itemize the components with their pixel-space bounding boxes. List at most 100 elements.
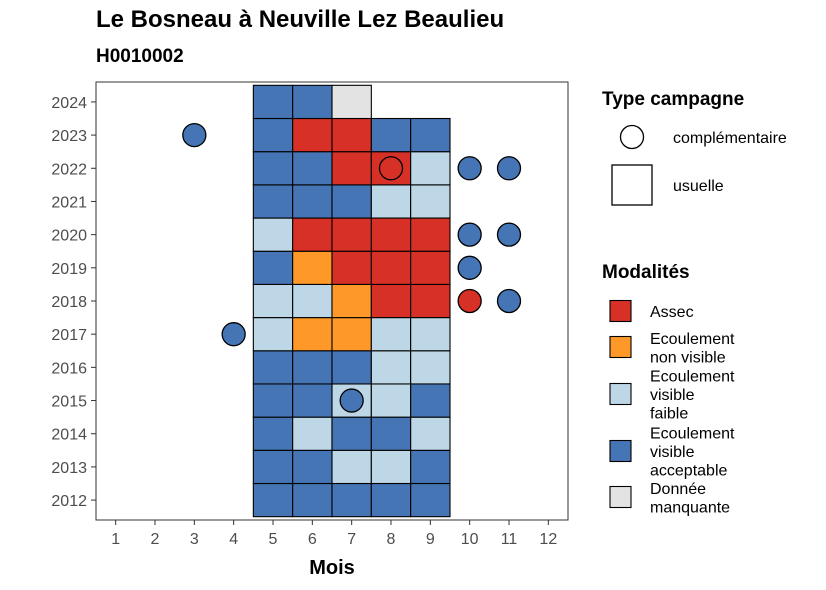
y-tick-label: 2021: [51, 194, 87, 211]
legend-key-usuelle: [611, 164, 653, 206]
cell-2020-5: [252, 217, 294, 252]
point-2020-11: [496, 222, 522, 247]
cell-2023-9: [410, 117, 451, 153]
legend-label-complementaire: complémentaire: [673, 130, 787, 147]
cell-2015-9: [410, 383, 451, 418]
cell-2019-9: [410, 250, 451, 285]
x-tick-label: 4: [229, 531, 238, 548]
cell-2019-6: [292, 250, 333, 285]
legend-key-nd: [609, 485, 632, 509]
cell-2019-8: [370, 250, 412, 285]
cell-2015-5: [252, 383, 294, 418]
legend-label-nv: Ecoulement non visible: [650, 331, 735, 367]
cell-2021-7: [331, 184, 372, 219]
cell-2015-8: [370, 383, 412, 418]
point-2018-10: [457, 288, 482, 314]
chart-title: Le Bosneau à Neuville Lez Beaulieu: [96, 6, 505, 33]
y-tick-label: 2016: [51, 360, 87, 377]
legend-key-nv: [609, 335, 632, 359]
cell-2018-5: [252, 283, 294, 319]
complementaire-points: [182, 122, 522, 413]
cell-2016-5: [252, 350, 294, 385]
cell-2017-6: [292, 317, 333, 352]
cell-2013-5: [252, 449, 294, 485]
cell-2016-8: [370, 350, 412, 385]
cell-2018-9: [410, 283, 451, 319]
x-tick-label: 3: [190, 531, 199, 548]
cell-2014-7: [331, 416, 372, 451]
cell-2017-8: [370, 317, 412, 352]
cell-2016-6: [292, 350, 333, 385]
cell-2023-8: [370, 117, 412, 153]
cell-2016-7: [331, 350, 372, 385]
cell-2019-5: [252, 250, 294, 285]
legend-key-va: [609, 439, 632, 463]
x-tick-label: 12: [539, 531, 557, 548]
legend-title-modalites: Modalités: [602, 262, 690, 283]
cell-2021-8: [370, 184, 412, 219]
cell-2012-6: [292, 482, 333, 518]
cell-2018-8: [370, 283, 412, 319]
point-2020-10: [457, 222, 482, 247]
cell-2018-6: [292, 283, 333, 319]
cell-2014-5: [252, 416, 294, 451]
cell-2012-8: [370, 482, 412, 518]
cell-2013-6: [292, 449, 333, 485]
cell-2017-9: [410, 317, 451, 352]
legend-label-usuelle: usuelle: [673, 178, 724, 195]
y-axis: 2012 2013 2014 2015 2016 2017 2018 2019 2020 2021…: [51, 95, 96, 510]
cell-2020-8: [370, 217, 412, 252]
y-tick-label: 2023: [51, 128, 87, 145]
cell-2012-9: [410, 482, 451, 518]
legend-key-complementaire: [619, 124, 645, 150]
cell-2020-9: [410, 217, 451, 252]
cell-2021-5: [252, 184, 294, 219]
point-2017-4: [221, 322, 246, 347]
point-2019-10: [457, 255, 482, 280]
chart-subtitle: H0010002: [96, 46, 184, 67]
legend-label-va: Ecoulement visible acceptable: [650, 426, 735, 480]
x-tick-label: 8: [387, 531, 396, 548]
cell-2017-5: [252, 317, 294, 352]
x-tick-label: 9: [426, 531, 435, 548]
x-tick-label: 7: [347, 531, 356, 548]
x-tick-label: 2: [151, 531, 160, 548]
x-tick-label: 1: [111, 531, 120, 548]
cell-2019-7: [331, 250, 372, 285]
y-tick-label: 2018: [51, 294, 87, 311]
cell-2022-6: [292, 151, 333, 186]
point-2015-7: [339, 388, 364, 413]
y-tick-label: 2017: [51, 327, 87, 344]
cell-2020-6: [292, 217, 333, 252]
cell-2021-6: [292, 184, 333, 219]
y-tick-label: 2020: [51, 228, 87, 245]
legend-key-assec: [609, 299, 632, 323]
x-tick-label: 11: [501, 531, 518, 548]
legend-label-vf: Ecoulement visible faible: [650, 369, 735, 423]
cell-2023-7: [331, 117, 372, 153]
cell-2015-6: [292, 383, 333, 418]
cell-2012-5: [252, 482, 294, 518]
point-2022-8: [378, 156, 404, 181]
cell-2017-7: [331, 317, 372, 352]
point-2022-10: [457, 156, 482, 181]
legend-label-assec: Assec: [650, 304, 694, 321]
y-tick-label: 2015: [51, 394, 87, 411]
x-tick-label: 10: [461, 531, 479, 548]
cell-2014-8: [370, 416, 412, 451]
legend-label-nd: Donnée manquante: [650, 481, 730, 517]
cell-2022-5: [252, 151, 294, 186]
y-tick-label: 2012: [51, 493, 87, 510]
legend-key-vf: [609, 382, 632, 406]
cell-2022-9: [410, 151, 451, 186]
cell-2013-9: [410, 449, 451, 485]
y-tick-label: 2024: [51, 95, 87, 112]
x-axis-title: Mois: [309, 557, 355, 579]
cell-2014-9: [410, 416, 451, 451]
y-tick-label: 2014: [51, 427, 87, 444]
cell-2014-6: [292, 416, 333, 451]
cell-2024-7: [331, 84, 372, 120]
cell-2023-6: [292, 117, 333, 153]
x-tick-label: 6: [308, 531, 317, 548]
